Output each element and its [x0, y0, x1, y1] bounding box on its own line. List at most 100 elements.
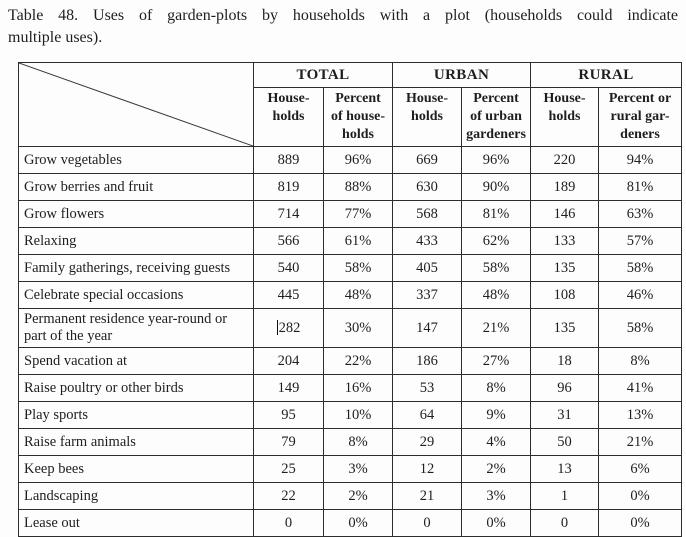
cell-total-households: 0 [253, 509, 324, 537]
cell-total-households: 25 [253, 455, 324, 483]
cell-rural-households: 135 [530, 254, 600, 282]
subheader-urban-households: House- holds [392, 87, 463, 147]
cell-value: 22 [281, 487, 296, 504]
cell-urban-percent: 27% [461, 347, 532, 375]
cell-value: 445 [277, 286, 300, 303]
cell-value: 22% [344, 352, 372, 369]
cell-total-households: 95 [253, 401, 324, 429]
cell-value: 94% [626, 151, 654, 168]
cell-total-percent: 77% [322, 200, 394, 228]
cell-value: 8% [486, 379, 506, 396]
cell-value: 58% [482, 259, 510, 276]
cell-urban-households: 405 [392, 254, 463, 282]
row-label: Permanent residence year-round or part o… [18, 308, 254, 348]
cell-total-percent: 22% [322, 347, 394, 375]
cell-urban-households: 29 [392, 428, 463, 456]
cell-value: 77% [344, 205, 372, 222]
cell-value: 31 [557, 406, 572, 423]
cell-value: 4% [486, 433, 506, 450]
table-row: Spend vacation at 204 22% 186 27% 18 8% [18, 347, 683, 375]
cell-value: 6% [630, 460, 650, 477]
cell-total-percent: 8% [322, 428, 394, 456]
cell-urban-percent: 81% [461, 200, 532, 228]
table-row: Lease out 0 0% 0 0% 0 0% [18, 509, 683, 537]
cell-value: 41% [626, 379, 654, 396]
cell-value: 96 [557, 379, 572, 396]
table-row: Landscaping 22 2% 21 3% 1 0% [18, 482, 683, 510]
row-label: Grow vegetables [18, 146, 254, 174]
cell-value: 405 [416, 259, 438, 276]
cell-value: 568 [416, 205, 438, 222]
cell-value: 21% [626, 433, 654, 450]
table-row: Grow berries and fruit 819 88% 630 90% 1… [18, 173, 683, 201]
cell-value: 95 [281, 406, 296, 423]
cell-total-percent: 96% [322, 146, 394, 174]
subheader-total-households: House- holds [253, 87, 324, 147]
cell-urban-percent: 8% [461, 374, 532, 402]
subheader-rural-percent: Percent or rural gar- deners [598, 87, 683, 147]
table-row: Raise farm animals 79 8% 29 4% 50 21% [18, 428, 683, 456]
table-row: Permanent residence year-round or part o… [18, 308, 683, 348]
cell-value: 30% [344, 319, 372, 336]
cell-value: 48% [344, 286, 372, 303]
cell-urban-households: 433 [392, 227, 463, 255]
cell-urban-percent: 58% [461, 254, 532, 282]
cell-value: 133 [553, 232, 576, 249]
row-label: Grow flowers [18, 200, 254, 228]
cell-urban-households: 147 [392, 308, 463, 348]
cell-urban-percent: 0% [461, 509, 532, 537]
cell-rural-percent: 41% [598, 374, 683, 402]
cell-urban-percent: 21% [461, 308, 532, 348]
table-row: Family gatherings, receiving guests 540 … [18, 254, 683, 282]
cell-rural-percent: 0% [598, 482, 683, 510]
cell-value: 2% [348, 487, 368, 504]
cell-value: 9% [486, 406, 506, 423]
cell-urban-households: 53 [392, 374, 463, 402]
cell-value: 58% [626, 259, 654, 276]
cell-value: 108 [553, 286, 576, 303]
cell-rural-percent: 58% [598, 254, 683, 282]
cell-value: 714 [277, 205, 300, 222]
cell-rural-households: 220 [530, 146, 600, 174]
table-row: Celebrate special occasions 445 48% 337 … [18, 281, 683, 309]
cell-value: 88% [344, 178, 372, 195]
cell-total-households: 540 [253, 254, 324, 282]
cell-total-households: 22 [253, 482, 324, 510]
cell-rural-percent: 63% [598, 200, 683, 228]
cell-value: 0% [630, 487, 650, 504]
cell-value: 13% [626, 406, 654, 423]
cell-urban-households: 12 [392, 455, 463, 483]
row-label: Spend vacation at [18, 347, 254, 375]
cell-urban-households: 630 [392, 173, 463, 201]
cell-value: 0% [630, 514, 650, 531]
cell-value: 57% [626, 232, 654, 249]
column-group-rural: RURAL [530, 62, 683, 88]
cell-value: 0 [560, 514, 569, 531]
row-label: Lease out [18, 509, 254, 537]
cell-urban-households: 568 [392, 200, 463, 228]
cell-total-households: 204 [253, 347, 324, 375]
table-row: Keep bees 25 3% 12 2% 13 6% [18, 455, 683, 483]
cell-urban-percent: 62% [461, 227, 532, 255]
cell-rural-households: 50 [530, 428, 600, 456]
text-cursor [276, 319, 278, 335]
row-label: Relaxing [18, 227, 254, 255]
cell-urban-percent: 48% [461, 281, 532, 309]
cell-rural-percent: 57% [598, 227, 683, 255]
cell-total-percent: 88% [322, 173, 394, 201]
cell-urban-households: 337 [392, 281, 463, 309]
cell-value: 819 [277, 178, 300, 195]
cell-rural-percent: 8% [598, 347, 683, 375]
cell-total-households: 149 [253, 374, 324, 402]
cell-value: 186 [416, 352, 438, 369]
cell-value: 90% [482, 178, 510, 195]
cell-rural-households: 0 [530, 509, 600, 537]
table-caption-line2: multiple uses). [8, 28, 103, 46]
cell-total-households: 566 [253, 227, 324, 255]
cell-rural-households: 18 [530, 347, 600, 375]
cell-rural-households: 135 [530, 308, 600, 348]
cell-urban-households: 186 [392, 347, 463, 375]
cell-value: 540 [277, 259, 300, 276]
cell-total-percent: 2% [322, 482, 394, 510]
cell-value: 337 [416, 286, 438, 303]
